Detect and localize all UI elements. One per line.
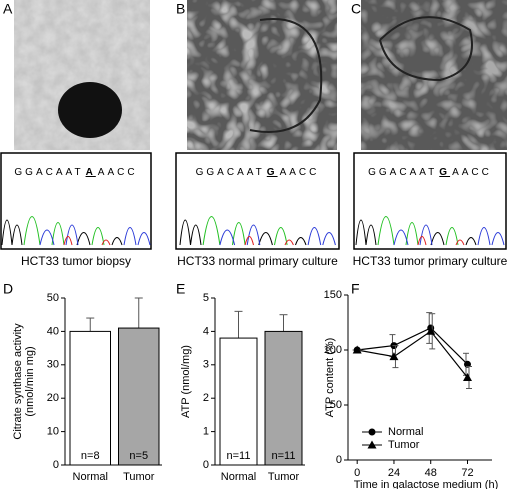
y-tick-label: 50 (47, 292, 59, 304)
y-tick-label: 10 (47, 426, 59, 438)
sequence: GGACAAT A AACC (14, 167, 137, 178)
sequence-part: GGACAAT (14, 167, 83, 178)
y-tick-label: 5 (203, 292, 209, 304)
y-tick-label: 1 (203, 426, 209, 438)
legend-label: Normal (388, 426, 423, 438)
point (462, 373, 472, 381)
point (389, 352, 399, 361)
line (357, 330, 468, 378)
y-tick-label: 30 (47, 359, 59, 371)
caption: HCT33 normal primary culture (177, 254, 338, 268)
y-tick-label: 100 (324, 344, 342, 356)
legend-marker (367, 440, 377, 449)
line (357, 327, 468, 365)
y-tick-label: 0 (336, 454, 342, 466)
x-tick-label: 0 (354, 467, 360, 479)
y-axis-label-part: (nmol/min mg) (24, 346, 36, 416)
micrograph (187, 0, 337, 150)
y-tick-label: 40 (47, 325, 59, 337)
x-tick-label: Normal (221, 471, 256, 483)
sequence-part: AACC (452, 167, 492, 178)
y-tick-label: 150 (324, 289, 342, 301)
mutated-base: G (439, 167, 450, 178)
y-axis-label-part: Citrate synthase activity (12, 323, 24, 440)
panel-label: B (176, 1, 185, 17)
sequence-part: AACC (280, 167, 320, 178)
x-tick-label: 24 (388, 467, 400, 479)
y-axis-label: Citrate synthase activity(nmol/min mg) (12, 323, 36, 440)
y-axis-label: ATP content (%) (324, 338, 336, 418)
y-tick-label: 0 (203, 459, 209, 471)
sequence: GGACAAT G AACC (196, 167, 320, 178)
panel-label: F (351, 281, 360, 297)
micrograph (14, 0, 150, 150)
panel-label: C (351, 1, 361, 17)
sequence: GGACAAT G AACC (368, 167, 492, 178)
caption: HCT33 tumor primary culture (353, 254, 508, 268)
bar-annotation: n=11 (227, 450, 251, 462)
panel-label: D (3, 281, 13, 297)
y-tick-label: 3 (203, 359, 209, 371)
bar-annotation: n=5 (129, 450, 148, 462)
sequence-part: GGACAAT (368, 167, 437, 178)
bar (118, 327, 160, 466)
legend-label: Tumor (388, 439, 420, 451)
sequence-part: AACC (98, 167, 138, 178)
sequence-part: GGACAAT (196, 167, 265, 178)
x-tick-label: Tumor (268, 471, 300, 483)
y-axis-label: ATP (nmol/mg) (180, 345, 192, 418)
y-tick-label: 0 (53, 459, 59, 471)
bar (264, 330, 303, 466)
point (352, 345, 362, 354)
bar (69, 330, 111, 466)
panel-label: A (3, 1, 13, 17)
micrograph (361, 0, 507, 150)
point (426, 326, 436, 335)
x-tick-label: 48 (425, 467, 437, 479)
bar (219, 337, 258, 466)
x-tick-label: Normal (73, 471, 108, 483)
bar-annotation: n=8 (81, 450, 100, 462)
y-tick-label: 50 (330, 399, 342, 411)
mutated-base: A (86, 167, 96, 178)
legend-marker (368, 428, 376, 436)
x-axis-label: Time in galactose medium (h) (354, 479, 498, 489)
caption: HCT33 tumor biopsy (21, 254, 131, 268)
y-tick-label: 20 (47, 392, 59, 404)
bar-annotation: n=11 (272, 450, 296, 462)
y-tick-label: 4 (203, 325, 209, 337)
x-tick-label: 72 (461, 467, 473, 479)
mutated-base: G (267, 167, 278, 178)
y-tick-label: 2 (203, 392, 209, 404)
panel-label: E (176, 281, 185, 297)
x-tick-label: Tumor (123, 471, 155, 483)
